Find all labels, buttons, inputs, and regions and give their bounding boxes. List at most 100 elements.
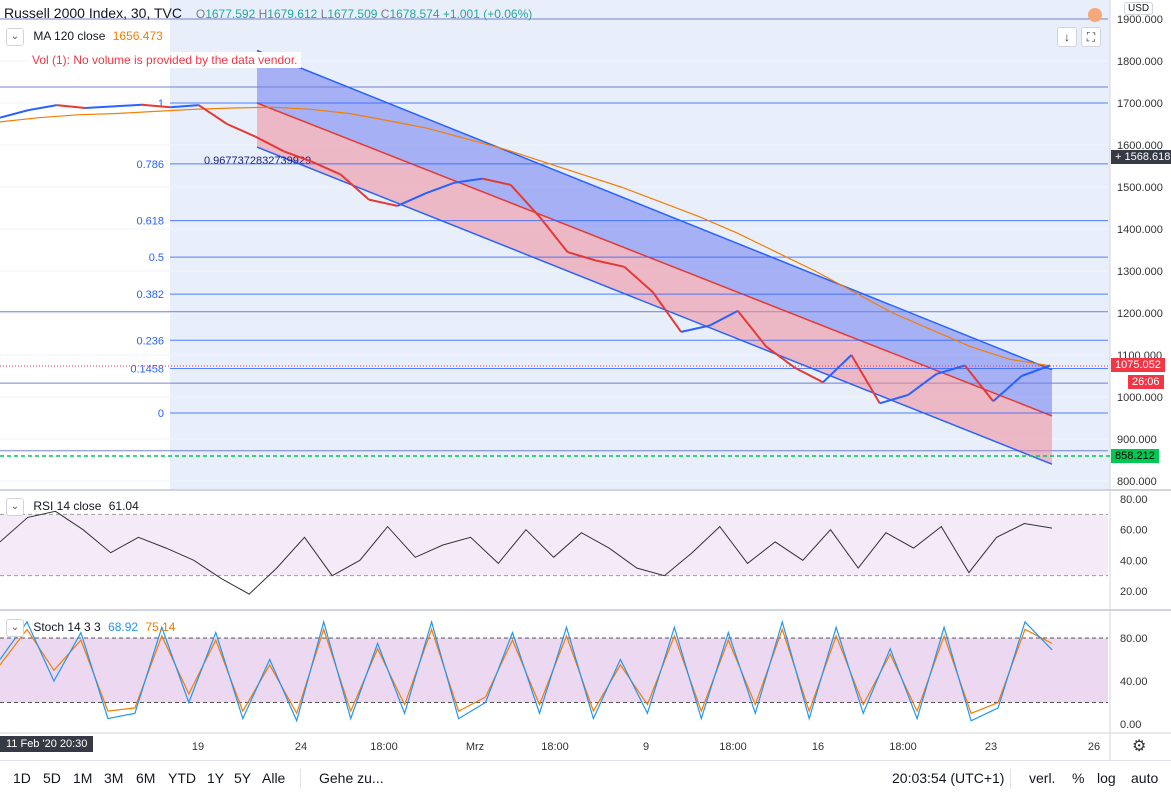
stoch-label: Stoch 14 3 3 <box>33 620 101 635</box>
stoch-axis-tick: 40.00 <box>1120 676 1148 688</box>
support-price-tag: 858.212 <box>1111 449 1159 463</box>
settings-gear-icon[interactable]: ⚙ <box>1132 738 1147 755</box>
price-segment <box>198 104 228 125</box>
time-axis-tick: 24 <box>295 741 307 753</box>
adjust-toggle[interactable]: verl. <box>1029 770 1056 786</box>
price-segment <box>709 310 739 327</box>
range-ytd[interactable]: YTD <box>168 770 196 786</box>
auto-toggle[interactable]: auto <box>1131 770 1159 786</box>
channel-lower-band <box>257 103 1052 465</box>
price-segment <box>794 366 824 384</box>
fib-levels: 1 0.786 0.618 0.5 0.382 0.236 0.1458 0 <box>130 98 1108 420</box>
price-segment <box>311 160 341 176</box>
rsi-axis[interactable]: 80.00 60.00 40.00 20.00 <box>1120 494 1148 598</box>
goto-date-button[interactable]: Gehe zu... <box>319 770 384 786</box>
log-toggle[interactable]: log <box>1097 770 1116 786</box>
stoch-legend[interactable]: ⌄ Stoch 14 3 3 68.92 75.14 <box>6 619 175 637</box>
interval[interactable]: 30 <box>130 5 147 21</box>
rsi-axis-tick: 60.00 <box>1120 525 1148 537</box>
time-axis-tick: 9 <box>643 741 649 753</box>
fib-level-label: 1 <box>158 98 164 110</box>
time-axis[interactable]: 19 24 18:00 Mrz 18:00 9 18:00 16 18:00 23 26 <box>192 741 1100 753</box>
stoch-k-line <box>0 619 1053 723</box>
range-3m[interactable]: 3M <box>104 770 124 786</box>
range-1y[interactable]: 1Y <box>207 770 225 786</box>
range-5d[interactable]: 5D <box>43 770 61 786</box>
price-segment <box>879 393 909 405</box>
price-segment <box>0 109 29 119</box>
stoch-axis[interactable]: 80.00 40.00 0.00 <box>1120 633 1148 731</box>
price-segment <box>936 364 966 375</box>
price-axis-tick: 1700.000 <box>1117 98 1163 110</box>
download-icon[interactable]: ↓ <box>1057 27 1077 47</box>
ma-value: 1656.473 <box>112 29 163 44</box>
crosshair-plus-icon: + <box>1115 151 1125 163</box>
fib-level-label: 0.1458 <box>130 363 164 375</box>
last-price-tag: 1075.052 <box>1111 358 1165 372</box>
price-segment <box>737 310 767 348</box>
price-segment <box>254 135 285 153</box>
collapse-icon[interactable]: ⌄ <box>6 28 24 46</box>
price-segment <box>141 103 171 109</box>
range-6m[interactable]: 6M <box>136 770 156 786</box>
ohlc-values: O1677.592 H1679.612 L1677.509 C1678.574 … <box>195 7 533 21</box>
rsi-pane <box>0 510 1108 595</box>
collapse-icon[interactable]: ⌄ <box>6 619 24 637</box>
chart-canvas[interactable]: 0.9677372832739929 1 0.786 0.618 0.5 0.382 0.… <box>0 0 1171 760</box>
rsi-axis-tick: 80.00 <box>1120 494 1148 506</box>
volume-warning: Vol (1): No volume is provided by the da… <box>28 52 302 68</box>
price-segment <box>170 104 199 109</box>
channel-upper-line <box>256 49 1053 371</box>
price-axis-tick: 1500.000 <box>1117 182 1163 194</box>
channel-mid-line <box>256 102 1053 417</box>
change-value: +1.001 (+0.06%) <box>442 7 533 21</box>
range-5y[interactable]: 5Y <box>234 770 252 786</box>
clock-timezone[interactable]: 20:03:54 (UTC+1) <box>892 770 1005 786</box>
price-segment <box>85 105 114 109</box>
time-axis-tick: 26 <box>1088 741 1100 753</box>
price-segment <box>651 291 682 333</box>
price-axis-tick: 1900.000 <box>1117 14 1163 26</box>
price-segment <box>482 177 512 186</box>
fib-level-label: 0 <box>158 408 164 420</box>
ma-label: MA 120 close <box>33 29 106 44</box>
range-all[interactable]: Alle <box>262 770 286 786</box>
price-axis-tick: 1000.000 <box>1117 392 1163 404</box>
stoch-pane <box>0 619 1108 723</box>
price-axis-tick: 1800.000 <box>1117 56 1163 68</box>
time-axis-tick: 19 <box>192 741 204 753</box>
ma-legend[interactable]: ⌄ MA 120 close 1656.473 <box>6 28 163 46</box>
price-segment <box>538 215 569 253</box>
fib-level-label: 0.236 <box>136 335 164 347</box>
stoch-axis-tick: 80.00 <box>1120 633 1148 645</box>
price-segment <box>680 324 710 333</box>
fullscreen-icon[interactable]: ⛶ <box>1081 27 1101 47</box>
currency-label[interactable]: USD <box>1124 2 1154 15</box>
price-segment <box>453 177 483 184</box>
price-segment <box>283 150 313 163</box>
channel-lower-line <box>256 146 1053 465</box>
price-axis[interactable]: 1900.000 1800.000 1700.000 1600.000 1500.000… <box>1117 14 1163 488</box>
price-segment <box>28 104 57 112</box>
regression-channel: 0.9677372832739929 <box>204 49 1053 465</box>
price-segment <box>964 364 994 402</box>
market-status-icon[interactable] <box>1088 8 1102 22</box>
rsi-label: RSI 14 close <box>33 499 102 514</box>
stoch-band <box>0 638 1108 703</box>
range-1m[interactable]: 1M <box>73 770 93 786</box>
data-source: TVC <box>153 5 182 21</box>
range-1d[interactable]: 1D <box>13 770 31 786</box>
price-segment <box>396 192 427 207</box>
rsi-axis-tick: 40.00 <box>1120 555 1148 567</box>
time-axis-tick: Mrz <box>466 741 484 753</box>
rsi-legend[interactable]: ⌄ RSI 14 close 61.04 <box>6 498 139 516</box>
collapse-icon[interactable]: ⌄ <box>6 498 24 516</box>
percent-toggle[interactable]: % <box>1072 770 1085 786</box>
price-axis-tick: 1600.000 <box>1117 140 1163 152</box>
price-segment <box>907 373 938 396</box>
price-segment <box>226 123 256 138</box>
time-axis-tick: 18:00 <box>541 741 569 753</box>
time-axis-tick: 16 <box>812 741 824 753</box>
bottom-toolbar: 1D 5D 1M 3M 6M YTD 1Y 5Y Alle Gehe zu...… <box>0 760 1171 797</box>
symbol-name[interactable]: Russell 2000 Index <box>4 5 124 21</box>
